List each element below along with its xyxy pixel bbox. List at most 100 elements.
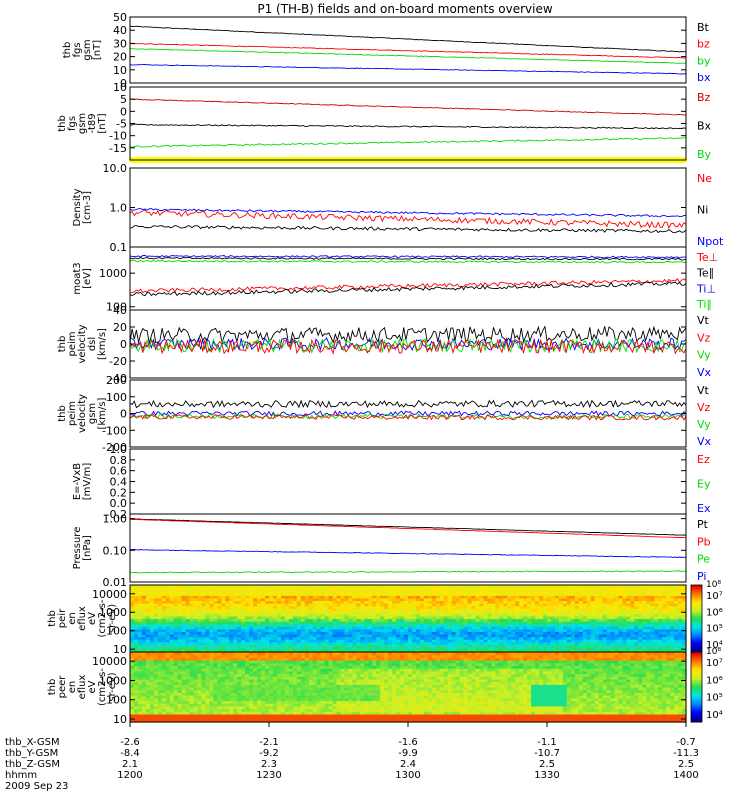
- spectrogram-cell: [173, 610, 179, 614]
- spectrogram-cell: [292, 605, 298, 609]
- spectrogram-cell: [586, 644, 592, 648]
- spectrogram-cell: [606, 592, 612, 596]
- spectrogram-cell: [173, 597, 179, 602]
- spectrogram-cell: [141, 665, 147, 669]
- spectrogram-cell: [237, 626, 242, 630]
- spectrogram-cell: [642, 641, 647, 645]
- spectrogram-cell: [590, 621, 596, 625]
- spectrogram-cell: [618, 628, 624, 632]
- spectrogram-cell: [141, 684, 147, 688]
- spectrogram-cell: [558, 595, 564, 599]
- spectrogram-cell: [189, 695, 195, 699]
- spectrogram-cell: [400, 587, 405, 591]
- spectrogram-cell: [554, 603, 560, 607]
- spectrogram-cell: [646, 613, 651, 617]
- spectrogram-cell: [634, 626, 639, 630]
- colorbar-step: [691, 629, 702, 633]
- spectrogram-cell: [193, 662, 199, 667]
- spectrogram-cell: [328, 639, 334, 643]
- spectrogram-cell: [543, 610, 548, 614]
- spectrogram-cell: [197, 676, 203, 680]
- spectrogram-cell: [245, 703, 250, 707]
- spectrogram-cell: [185, 665, 191, 669]
- spectrogram-cell: [221, 592, 226, 596]
- spectrogram-cell: [193, 660, 199, 664]
- spectrogram-cell: [396, 595, 401, 599]
- spectrogram-cell: [411, 631, 417, 635]
- spectrogram-cell: [316, 610, 322, 614]
- spectrogram-cell: [229, 719, 234, 723]
- spectrogram-cell: [654, 597, 659, 602]
- spectrogram-cell: [304, 644, 310, 648]
- spectrogram-cell: [558, 608, 564, 612]
- spectrogram-cell: [415, 649, 421, 653]
- spectrogram-cell: [280, 649, 286, 653]
- spectrogram-cell: [284, 697, 290, 702]
- spectrogram-cell: [483, 641, 489, 645]
- colorbar-step: [691, 611, 702, 615]
- spectrogram-cell: [388, 610, 393, 614]
- spectrogram-cell: [233, 644, 238, 648]
- spectrogram-cell: [388, 628, 393, 632]
- spectrogram-cell: [257, 603, 262, 607]
- spectrogram-cell: [602, 646, 608, 651]
- spectrogram-cell: [574, 649, 580, 653]
- spectrogram-cell: [348, 603, 353, 607]
- spectrogram-cell: [467, 626, 473, 630]
- spectrogram-cell: [292, 639, 298, 643]
- spectrogram-cell: [380, 592, 385, 596]
- spectrogram-cell: [209, 678, 214, 683]
- spectrogram-cell: [241, 626, 246, 630]
- spectrogram-cell: [594, 615, 600, 620]
- spectrogram-cell: [197, 621, 203, 625]
- series-line-by: [129, 137, 687, 148]
- spectrogram-cell: [427, 641, 433, 645]
- spectrogram-cell: [157, 608, 163, 612]
- spectrogram-cell: [622, 636, 628, 640]
- spectrogram-cell: [269, 676, 274, 680]
- spectrogram-cell: [141, 608, 147, 612]
- spectrogram-cell: [574, 633, 580, 638]
- spectrogram-cell: [308, 646, 314, 651]
- spectrogram-cell: [419, 633, 425, 638]
- spectrogram-cell: [169, 639, 175, 643]
- spectrogram-cell: [408, 605, 413, 609]
- spectrogram-cell: [372, 587, 377, 591]
- spectrogram-cell: [193, 665, 199, 669]
- spectrogram-cell: [225, 626, 230, 630]
- spectrogram-cell: [602, 633, 608, 638]
- spectrogram-cell: [352, 649, 357, 653]
- spectrogram-cell: [169, 700, 175, 704]
- spectrogram-cell: [292, 716, 298, 720]
- spectrogram-cell: [348, 646, 353, 651]
- spectrogram-cell: [411, 613, 417, 617]
- spectrogram-cell: [137, 590, 143, 594]
- spectrogram-cell: [511, 603, 516, 607]
- spectrogram-cell: [574, 631, 580, 635]
- spectrogram-cell: [590, 585, 596, 589]
- spectrogram-cell: [630, 615, 635, 620]
- spectrogram-cell: [165, 692, 171, 696]
- spectrogram-cell: [137, 605, 143, 609]
- spectrogram-cell: [145, 587, 151, 591]
- spectrogram-cell: [276, 590, 282, 594]
- spectrogram-cell: [388, 623, 393, 627]
- spectrogram-cell: [165, 684, 171, 688]
- spectrogram-cell: [161, 692, 167, 696]
- spectrogram-cell: [276, 668, 282, 672]
- spectrogram-cell: [602, 595, 608, 599]
- spectrogram-cell: [217, 600, 222, 604]
- spectrogram-cell: [201, 697, 207, 702]
- spectrogram-cell: [483, 605, 489, 609]
- spectrogram-cell: [245, 684, 250, 688]
- spectrogram-cell: [249, 626, 254, 630]
- spectrogram-cell: [292, 623, 298, 627]
- spectrogram-cell: [443, 590, 449, 594]
- spectrogram-cell: [419, 631, 425, 635]
- spectrogram-cell: [332, 590, 338, 594]
- spectrogram-cell: [153, 641, 159, 645]
- spectrogram-cell: [602, 639, 608, 643]
- spectrogram-cell: [137, 662, 143, 667]
- spectrogram-cell: [233, 697, 238, 702]
- spectrogram-cell: [233, 603, 238, 607]
